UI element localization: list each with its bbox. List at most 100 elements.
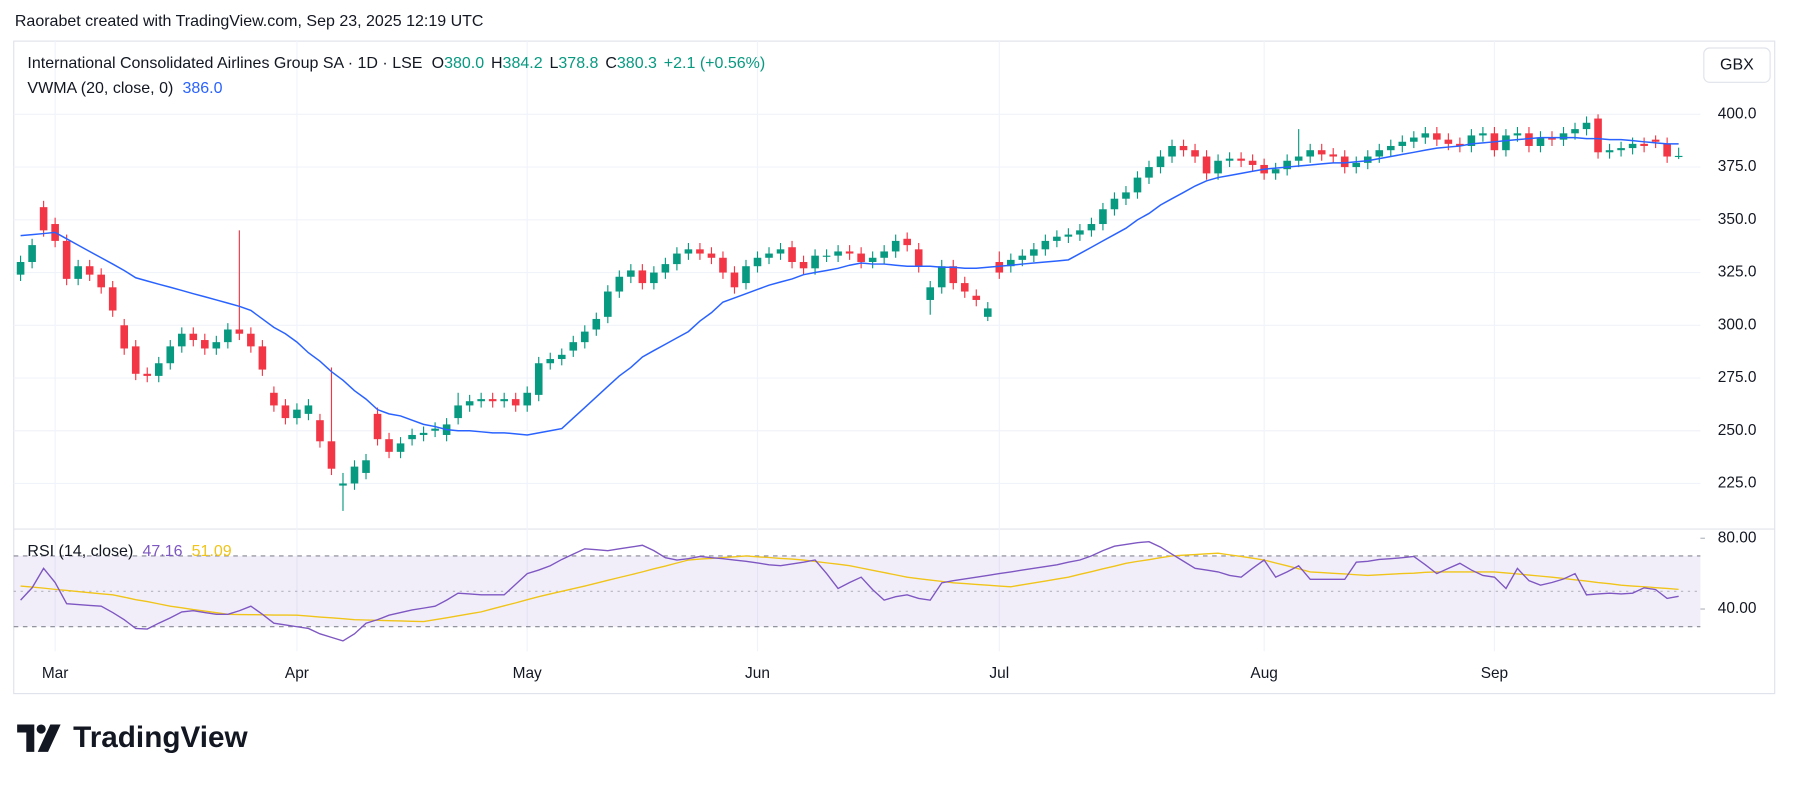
candle-body: [1571, 129, 1579, 134]
candle-body: [1156, 156, 1165, 168]
candle-body: [1513, 133, 1522, 136]
candle-body: [742, 266, 750, 284]
candle-body: [431, 428, 439, 431]
candle-body: [281, 405, 290, 419]
candle-body: [396, 443, 405, 452]
candle-body: [1030, 249, 1038, 256]
change-value: +2.1 (+0.56%): [664, 55, 765, 72]
candle-body: [673, 253, 681, 265]
y-tick-label: 400.0: [1718, 105, 1757, 122]
candle-body: [1340, 156, 1349, 168]
candle-body: [799, 261, 808, 269]
logo-icon: [37, 724, 61, 752]
candle-body: [811, 255, 819, 269]
candle-body: [1294, 156, 1303, 161]
symbol-title: International Consolidated Airlines Grou…: [27, 55, 422, 72]
candle-body: [765, 253, 773, 258]
candle-body: [1202, 156, 1211, 174]
ohlc-value: 378.8: [558, 55, 598, 72]
candle-body: [1594, 118, 1602, 153]
candle-body: [1007, 259, 1015, 267]
rsi-name: RSI (14, close): [27, 543, 133, 560]
candle-body: [1352, 162, 1361, 168]
candle-body: [569, 342, 578, 351]
x-tick-label: Mar: [42, 665, 69, 682]
y-tick-label: 325.0: [1718, 264, 1757, 281]
candle-body: [638, 270, 647, 284]
candle-body: [293, 409, 301, 419]
candle-body: [1502, 135, 1510, 151]
candle-body: [1087, 224, 1096, 231]
candle-body: [926, 287, 935, 300]
ohlc-label: L: [549, 55, 558, 72]
candle-body: [120, 325, 129, 349]
candle-body: [385, 439, 393, 452]
candle-body: [523, 392, 532, 406]
y-tick-label: 350.0: [1718, 211, 1757, 228]
candle-body: [304, 405, 313, 414]
y-tick-label: 225.0: [1718, 475, 1757, 492]
candle-body: [1214, 160, 1222, 174]
candle-body: [822, 255, 831, 257]
rsi-value: 51.09: [192, 543, 232, 560]
rsi-ma-line: [20, 552, 1679, 623]
ohlc-label: H: [491, 55, 503, 72]
candle-body: [511, 399, 520, 406]
candle-body: [1191, 150, 1199, 157]
candle-body: [995, 261, 1004, 273]
candle-body: [1548, 137, 1556, 140]
candle-body: [972, 295, 981, 300]
candle-body: [937, 266, 946, 288]
unit-button[interactable]: [1703, 47, 1771, 83]
candle-body: [74, 266, 82, 279]
candle-body: [154, 363, 163, 376]
candle-body: [258, 346, 267, 370]
candle-body: [983, 308, 992, 317]
y-tick-label: 375.0: [1718, 158, 1757, 175]
vwma-line: [20, 136, 1679, 436]
rsi-line: [20, 541, 1679, 642]
x-tick-label: Jun: [745, 665, 770, 682]
candle-body: [488, 399, 497, 402]
candle-body: [362, 460, 370, 473]
candle-body: [327, 441, 336, 469]
y-tick-label: 80.00: [1718, 529, 1757, 546]
logo: TradingView: [17, 721, 249, 754]
candle-body: [891, 240, 900, 252]
unit[interactable]: GBX: [1720, 56, 1754, 73]
candle-body: [39, 207, 48, 231]
candle-body: [408, 434, 416, 440]
candle-body: [914, 249, 923, 267]
candle-body: [62, 240, 71, 279]
candle-body: [1248, 160, 1257, 165]
candle-body: [1536, 137, 1545, 146]
candle-body: [1444, 139, 1453, 144]
candle-body: [166, 346, 175, 364]
candle-body: [189, 333, 198, 341]
candle-body: [177, 333, 186, 347]
candle-body: [1225, 158, 1234, 161]
candle-body: [557, 354, 566, 360]
candle-body: [1421, 133, 1430, 138]
candle-body: [788, 247, 796, 262]
candle-body: [903, 238, 911, 246]
candle-body: [661, 264, 670, 273]
candle-body: [1582, 122, 1591, 130]
candle-body: [201, 340, 209, 349]
candle-body: [1076, 230, 1084, 235]
candle-body: [753, 257, 762, 267]
candle-body: [224, 329, 232, 343]
candle-body: [465, 401, 474, 406]
candle-body: [1110, 198, 1119, 210]
candle-body: [500, 399, 508, 402]
logo-icon: [17, 724, 35, 752]
candle-body: [1628, 143, 1637, 149]
candle-body: [1018, 255, 1027, 260]
candle-body: [696, 249, 704, 254]
candle-body: [868, 257, 877, 262]
candle-body: [1386, 145, 1395, 151]
candle-body: [1479, 133, 1487, 136]
candle-body: [546, 359, 555, 364]
y-tick-label: 250.0: [1718, 422, 1757, 439]
overlay-legend: VWMA (20, close, 0) 386.0: [27, 80, 222, 97]
